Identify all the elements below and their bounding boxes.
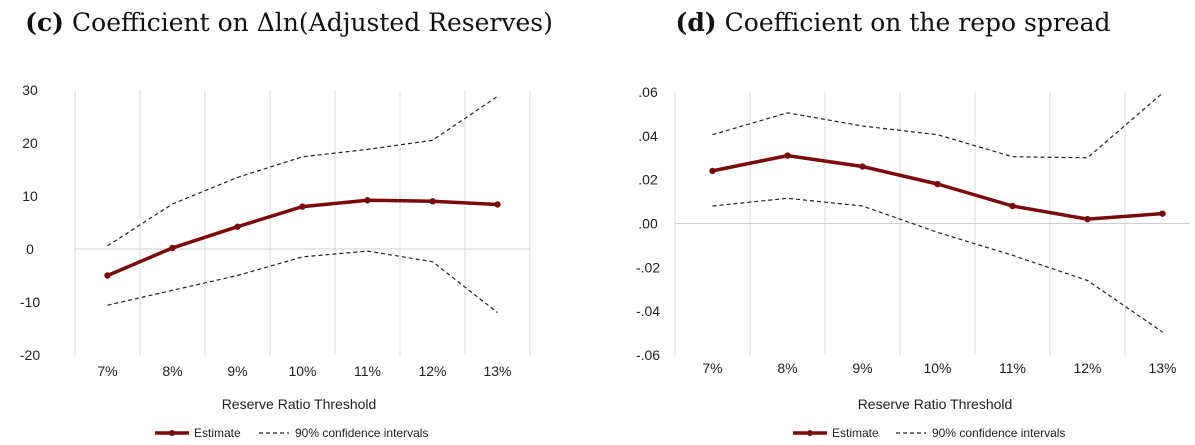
estimate-line-d — [712, 153, 1163, 221]
legend-estimate-label-c: Estimate — [194, 426, 241, 440]
x-axis-ticks-c: 7% 8% 9% 10% 11% 12% 13% — [97, 363, 511, 379]
series-d — [709, 92, 1166, 333]
legend-estimate-marker-c — [169, 430, 175, 436]
x-tick-label-d: 12% — [1073, 360, 1101, 376]
legend-c: Estimate 90% confidence intervals — [155, 426, 428, 440]
legend-d: Estimate 90% confidence intervals — [793, 426, 1065, 440]
legend-estimate-label-d: Estimate — [832, 426, 879, 440]
estimate-point-c — [494, 201, 501, 208]
y-tick-label-d: .06 — [638, 84, 658, 100]
ci-line-d-1 — [712, 92, 1163, 159]
y-tick-label-d: .00 — [638, 216, 658, 232]
gridlines-d — [674, 92, 1190, 355]
x-tick-label-c: 10% — [288, 363, 316, 379]
chart-panel-d: (d) Coefficient on the repo spread .06 .04… — [636, 8, 1190, 440]
estimate-line-c — [106, 198, 498, 278]
estimate-point-c — [299, 203, 306, 210]
series-c — [104, 95, 501, 314]
y-tick-label-c: 20 — [22, 135, 38, 151]
estimate-point-c — [429, 198, 436, 205]
estimate-point-d — [1159, 210, 1166, 217]
x-tick-label-c: 13% — [483, 363, 511, 379]
chart-title-c: (c) Coefficient on Δln(Adjusted Reserves) — [25, 8, 553, 37]
y-axis-ticks-d: .06 .04 .02 .00 -.02 -.04 -.06 — [636, 84, 660, 363]
y-tick-label-c: 0 — [26, 241, 34, 257]
x-axis-label-d: Reserve Ratio Threshold — [858, 396, 1013, 412]
x-tick-label-c: 12% — [418, 363, 446, 379]
estimate-point-d — [1084, 215, 1091, 223]
estimate-point-d — [784, 152, 791, 159]
y-tick-label-c: -10 — [20, 294, 40, 310]
chart-title-d: (d) Coefficient on the repo spread — [676, 8, 1111, 37]
ci-line-c-2 — [107, 250, 498, 314]
x-tick-label-d: 7% — [702, 360, 722, 376]
gridlines-c — [74, 90, 531, 355]
x-tick-label-c: 9% — [227, 363, 247, 379]
x-tick-label-d: 8% — [777, 360, 797, 376]
x-tick-label-d: 13% — [1148, 360, 1176, 376]
y-tick-label-c: 30 — [22, 82, 38, 98]
x-axis-ticks-d: 7% 8% 9% 10% 11% 12% 13% — [702, 360, 1176, 376]
x-tick-label-c: 11% — [354, 363, 381, 379]
x-tick-label-c: 8% — [162, 363, 182, 379]
estimate-point-c — [169, 244, 176, 252]
ci-line-d-2 — [712, 197, 1163, 333]
estimate-point-c — [104, 272, 111, 279]
estimate-point-d — [934, 180, 941, 188]
x-tick-label-d: 11% — [999, 360, 1026, 376]
y-axis-ticks-c: 30 20 10 0 -10 -20 — [20, 82, 40, 363]
legend-ci-label-c: 90% confidence intervals — [295, 426, 428, 440]
y-tick-label-d: -.02 — [636, 259, 660, 275]
estimate-point-d — [859, 163, 866, 170]
y-tick-label-d: .02 — [638, 172, 658, 188]
legend-estimate-marker-d — [807, 430, 813, 436]
estimate-point-d — [709, 167, 716, 175]
x-tick-label-d: 10% — [923, 360, 951, 376]
estimate-point-d — [1009, 202, 1016, 210]
legend-ci-label-d: 90% confidence intervals — [932, 426, 1065, 440]
x-tick-label-c: 7% — [97, 363, 117, 379]
estimate-point-c — [364, 197, 371, 204]
y-tick-label-d: -.04 — [636, 303, 660, 319]
x-axis-label-c: Reserve Ratio Threshold — [222, 396, 377, 412]
y-tick-label-c: 10 — [22, 188, 38, 204]
ci-line-c-1 — [107, 95, 498, 247]
x-tick-label-d: 9% — [852, 360, 872, 376]
y-tick-label-d: .04 — [638, 128, 658, 144]
chart-panel-c: (c) Coefficient on Δln(Adjusted Reserves)… — [20, 8, 553, 440]
y-tick-label-c: -20 — [20, 347, 40, 363]
y-tick-label-d: -.06 — [636, 347, 660, 363]
estimate-point-c — [234, 223, 241, 230]
